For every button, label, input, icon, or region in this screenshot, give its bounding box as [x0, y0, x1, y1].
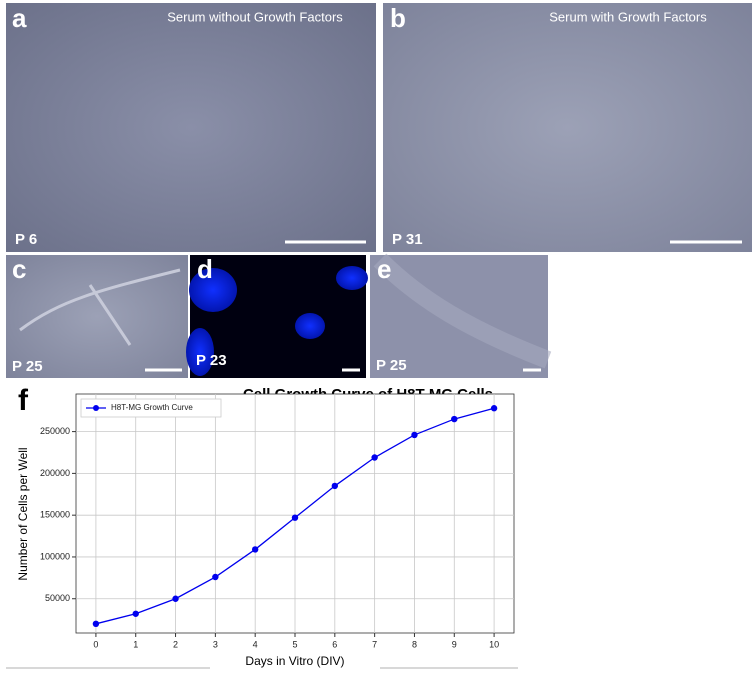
data-point [291, 514, 299, 521]
x-tick-label: 3 [213, 639, 218, 649]
data-point [212, 573, 219, 581]
panel-caption: Serum without Growth Factors [167, 9, 343, 24]
panel-letter: a [12, 3, 27, 33]
y-tick-label: 150000 [40, 510, 70, 520]
cell-shadow [373, 253, 552, 369]
x-tick-label: 5 [292, 639, 297, 649]
y-tick-label: 50000 [45, 593, 70, 603]
data-point [490, 405, 498, 412]
data-point [172, 595, 179, 602]
x-tick-label: 1 [133, 639, 138, 649]
passage-label: P 25 [376, 357, 407, 374]
cell-process [19, 268, 181, 346]
data-point [132, 610, 139, 617]
x-axis-label: Days in Vitro (DIV) [245, 654, 344, 668]
nucleus [336, 266, 368, 290]
micrograph-a [6, 3, 376, 252]
y-tick-label: 200000 [40, 468, 70, 478]
nucleus [189, 268, 237, 312]
x-tick-label: 9 [452, 639, 457, 649]
data-point [92, 620, 100, 628]
x-tick-label: 10 [489, 639, 499, 649]
passage-label: P 6 [15, 231, 37, 248]
panel-letter: b [390, 3, 406, 33]
micrograph-b [383, 3, 752, 252]
legend-label: H8T-MG Growth Curve [111, 403, 193, 412]
x-tick-label: 2 [173, 639, 178, 649]
panel-letter: f [18, 384, 29, 417]
panel-letter: d [197, 254, 213, 284]
data-point [371, 454, 378, 461]
nucleus [295, 313, 325, 339]
y-axis-label: Number of Cells per Well [16, 447, 30, 580]
x-tick-label: 0 [93, 639, 98, 649]
data-point [331, 482, 339, 490]
passage-label: P 23 [196, 352, 227, 369]
micrographs [6, 3, 752, 378]
x-tick-label: 4 [253, 639, 258, 649]
panel-letter: c [12, 254, 26, 284]
legend-box [80, 398, 222, 418]
data-point [451, 415, 458, 423]
x-tick-label: 7 [372, 639, 377, 649]
x-tick-label: 6 [332, 639, 337, 649]
panel-caption: Serum with Growth Factors [549, 9, 707, 24]
x-tick-label: 8 [412, 639, 417, 649]
panel-letter: e [377, 254, 391, 284]
passage-label: P 31 [392, 231, 423, 248]
y-tick-label: 250000 [40, 426, 70, 436]
passage-label: P 25 [12, 358, 43, 375]
data-point [251, 546, 259, 553]
y-tick-label: 100000 [40, 551, 70, 561]
legend-swatch [93, 405, 99, 411]
nucleus [186, 328, 214, 376]
data-point [411, 431, 418, 439]
